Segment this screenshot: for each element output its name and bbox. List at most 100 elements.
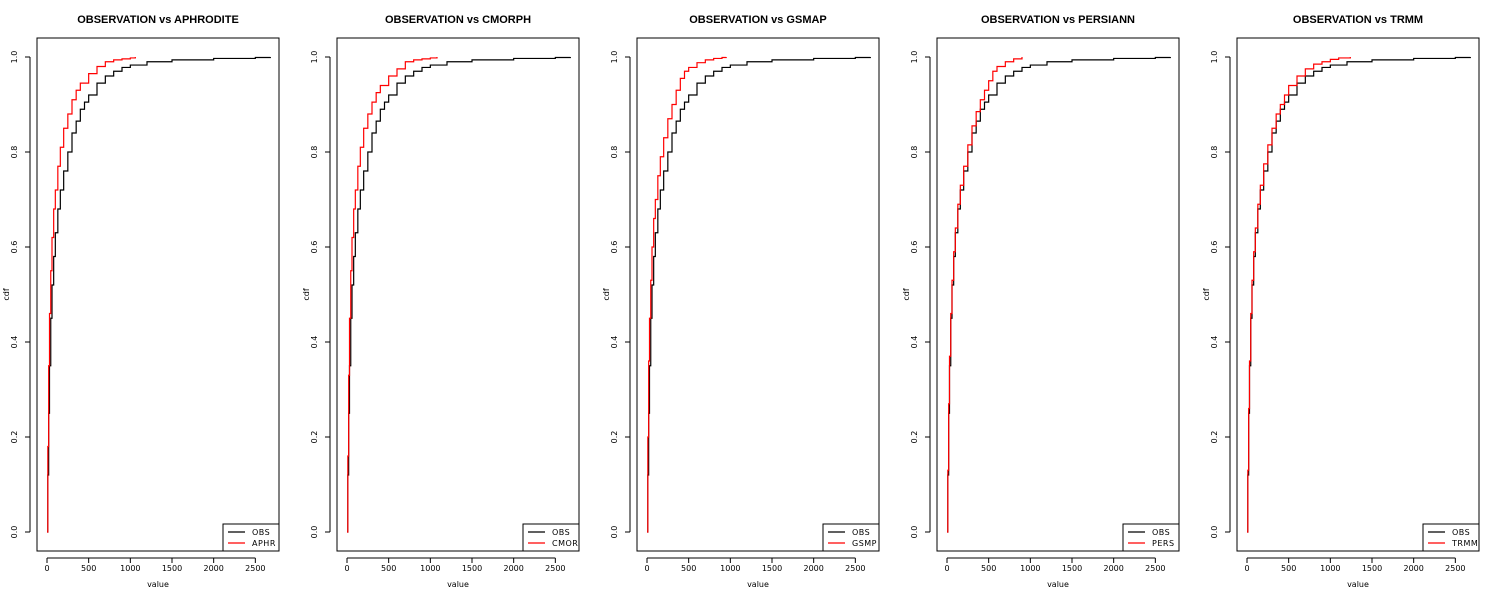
legend: OBS GSMP <box>822 523 880 552</box>
legend-box <box>522 523 580 552</box>
x-tick-label: 500 <box>381 564 396 573</box>
y-tick-label: 0.4 <box>910 336 919 349</box>
y-tick-label: 0.4 <box>1210 336 1219 349</box>
series-line-aphr <box>47 57 136 533</box>
x-tick-label: 1500 <box>1362 564 1382 573</box>
x-tick-label: 2000 <box>1403 564 1423 573</box>
x-tick-label: 0 <box>1244 564 1249 573</box>
y-tick-label: 0.8 <box>1210 146 1219 159</box>
y-tick-label: 0.2 <box>1210 431 1219 444</box>
series-line-trmm <box>1247 57 1351 533</box>
chart-panel-2: OBSERVATION vs CMORPH 0 500 1000 1500 2000 250… <box>302 14 580 589</box>
legend-label: OBS <box>552 528 570 537</box>
y-tick-label: 0.8 <box>10 146 19 159</box>
series-line-obs <box>1247 56 1471 533</box>
x-tick-label: 1500 <box>1062 564 1082 573</box>
chart-title: OBSERVATION vs PERSIANN <box>981 14 1135 26</box>
chart-panel-4: OBSERVATION vs PERSIANN 0 500 1000 1500 2000 2… <box>902 14 1180 589</box>
x-tick-label: 1500 <box>762 564 782 573</box>
chart-title: OBSERVATION vs GSMAP <box>689 14 827 26</box>
chart-panel-3: OBSERVATION vs GSMAP 0 500 1000 1500 2000 2500… <box>602 14 880 589</box>
plot-frame <box>336 37 580 552</box>
x-tick-label: 0 <box>944 564 949 573</box>
legend-box <box>222 523 280 552</box>
legend-label: TRMM <box>1451 539 1478 548</box>
plot-frame <box>936 37 1180 552</box>
legend-label: APHR <box>252 539 276 548</box>
x-tick-label: 1500 <box>462 564 482 573</box>
y-tick-label: 0.0 <box>10 526 19 539</box>
legend-label: PERS <box>1152 539 1175 548</box>
series-line-gsmp <box>647 56 727 533</box>
y-tick-label: 0.2 <box>910 431 919 444</box>
legend: OBS APHR <box>222 523 280 552</box>
x-tick-label: 0 <box>644 564 649 573</box>
x-tick-label: 2000 <box>503 564 523 573</box>
chart-title: OBSERVATION vs TRMM <box>1293 14 1423 26</box>
x-tick-label: 2500 <box>1445 564 1465 573</box>
legend-label: GSMP <box>852 539 877 548</box>
y-axis-label: cdf <box>302 288 311 300</box>
x-axis-label: value <box>1047 580 1069 589</box>
legend-label: CMOR <box>552 539 578 548</box>
x-tick-label: 1000 <box>1320 564 1340 573</box>
x-tick-label: 500 <box>1281 564 1296 573</box>
y-tick-label: 0.8 <box>310 146 319 159</box>
x-tick-label: 1000 <box>1020 564 1040 573</box>
x-tick-label: 0 <box>44 564 49 573</box>
series-line-obs <box>647 56 871 533</box>
y-tick-label: 0.2 <box>310 431 319 444</box>
series-line-pers <box>947 57 1023 533</box>
y-axis-label: cdf <box>602 288 611 300</box>
y-tick-label: 0.0 <box>610 526 619 539</box>
legend-label: OBS <box>852 528 870 537</box>
legend-box <box>822 523 880 552</box>
y-tick-label: 0.0 <box>1210 526 1219 539</box>
y-tick-label: 0.6 <box>610 241 619 254</box>
x-axis-label: value <box>447 580 469 589</box>
y-tick-label: 0.4 <box>610 336 619 349</box>
chart-panel-5: OBSERVATION vs TRMM 0 500 1000 1500 2000 2500 0… <box>1202 14 1480 589</box>
y-tick-label: 1.0 <box>910 51 919 64</box>
plot-frame <box>636 37 880 552</box>
x-tick-label: 2500 <box>545 564 565 573</box>
x-tick-label: 1000 <box>120 564 140 573</box>
x-tick-label: 1000 <box>420 564 440 573</box>
y-tick-label: 0.2 <box>610 431 619 444</box>
y-tick-label: 0.4 <box>10 336 19 349</box>
y-tick-label: 0.4 <box>310 336 319 349</box>
x-tick-label: 1500 <box>162 564 182 573</box>
y-axis-label: cdf <box>1202 288 1211 300</box>
y-tick-label: 0.6 <box>1210 241 1219 254</box>
y-tick-label: 0.8 <box>910 146 919 159</box>
legend: OBS TRMM <box>1422 523 1480 552</box>
x-axis-label: value <box>1347 580 1369 589</box>
y-axis-label: cdf <box>2 288 11 300</box>
x-tick-label: 500 <box>681 564 696 573</box>
y-tick-label: 0.8 <box>610 146 619 159</box>
legend-label: OBS <box>1452 528 1470 537</box>
chart-title: OBSERVATION vs CMORPH <box>385 14 531 26</box>
x-tick-label: 1000 <box>720 564 740 573</box>
legend-label: OBS <box>252 528 270 537</box>
series-line-cmor <box>347 57 438 533</box>
x-tick-label: 2000 <box>203 564 223 573</box>
legend-label: OBS <box>1152 528 1170 537</box>
x-tick-label: 500 <box>981 564 996 573</box>
x-tick-label: 2000 <box>1103 564 1123 573</box>
x-tick-label: 0 <box>344 564 349 573</box>
x-tick-label: 2500 <box>1145 564 1165 573</box>
legend-box <box>1122 523 1180 552</box>
x-tick-label: 2500 <box>245 564 265 573</box>
plot-frame <box>1236 37 1480 552</box>
x-tick-label: 2500 <box>845 564 865 573</box>
chart-title: OBSERVATION vs APHRODITE <box>77 14 239 26</box>
y-tick-label: 0.6 <box>910 241 919 254</box>
x-axis-label: value <box>747 580 769 589</box>
y-tick-label: 1.0 <box>1210 51 1219 64</box>
legend: OBS PERS <box>1122 523 1180 552</box>
series-line-obs <box>947 56 1171 533</box>
y-tick-label: 0.6 <box>310 241 319 254</box>
series-line-obs <box>47 56 271 533</box>
